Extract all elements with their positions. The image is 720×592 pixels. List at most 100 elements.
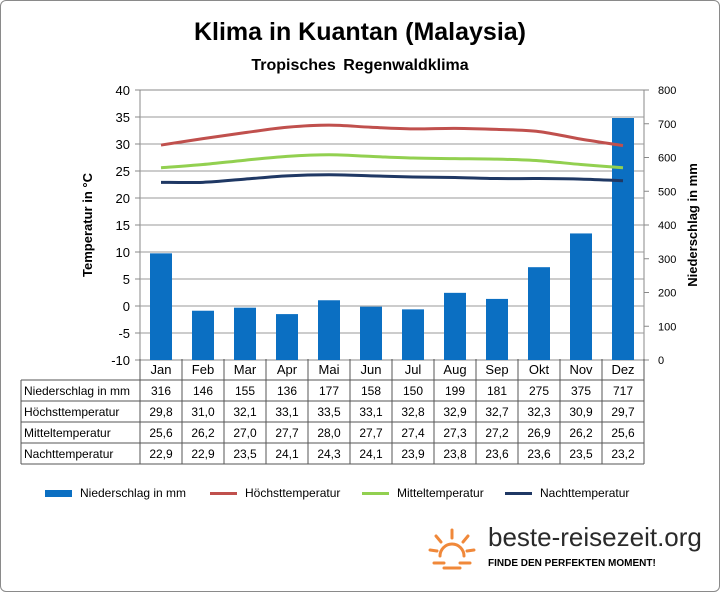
x-tick-label: Mar [234, 362, 257, 377]
y2-tick-label: 800 [658, 85, 676, 97]
data-label: 32,3 [527, 405, 551, 419]
x-tick-label: Aug [443, 362, 466, 377]
series-line [160, 123, 624, 148]
x-tick-label: Jun [361, 362, 382, 377]
data-label: 27,4 [401, 426, 425, 440]
precipitation-bar [612, 118, 634, 360]
y-tick-label: 5 [123, 272, 130, 287]
data-label: 31,0 [191, 405, 215, 419]
data-label: 22,9 [149, 447, 173, 461]
y2-axis-title: Niederschlag in mm [685, 163, 700, 287]
data-label: 25,6 [611, 426, 635, 440]
precipitation-bar [486, 298, 508, 360]
precipitation-bar [318, 300, 340, 360]
y2-tick-label: 200 [658, 288, 676, 300]
legend-item: Mitteltemperatur [362, 486, 484, 500]
precipitation-bar [360, 306, 382, 360]
data-label: 316 [151, 384, 171, 398]
data-label: 150 [403, 384, 423, 398]
brand-logo: beste-reisezeit.org FINDE DEN PERFEKTEN … [428, 520, 718, 580]
y-tick-label: 30 [116, 137, 130, 152]
data-label: 23,5 [569, 447, 593, 461]
x-tick-label: Apr [277, 362, 298, 377]
x-tick-label: Feb [192, 362, 214, 377]
y-tick-label: 0 [123, 299, 130, 314]
sun-icon [428, 528, 476, 570]
legend: Niederschlag in mm Höchsttemperatur Mittel… [0, 486, 720, 506]
data-label: 717 [613, 384, 633, 398]
precipitation-bar [570, 233, 592, 360]
precipitation-bar [276, 314, 298, 360]
precipitation-bar [234, 307, 256, 360]
x-tick-label: Okt [529, 362, 550, 377]
y-axis-title: Temperatur in °C [80, 172, 95, 277]
y2-tick-label: 600 [658, 153, 676, 165]
x-tick-label: Jan [151, 362, 172, 377]
x-tick-label: Dez [611, 362, 634, 377]
data-label: 26,2 [191, 426, 215, 440]
data-label: 27,3 [443, 426, 467, 440]
precipitation-bar [444, 292, 466, 360]
data-label: 23,6 [485, 447, 509, 461]
data-label: 32,8 [401, 405, 425, 419]
data-label: 30,9 [569, 405, 593, 419]
legend-swatch [505, 491, 532, 495]
y2-tick-label: 100 [658, 321, 676, 333]
data-label: 23,6 [527, 447, 551, 461]
precipitation-bar [402, 309, 424, 360]
climate-chart: 40 35 30 25 20 15 10 5 0 -5 -10 800 700 600 500 400 300 2… [20, 83, 700, 465]
legend-item: Höchsttemperatur [210, 486, 340, 500]
brand-tagline: FINDE DEN PERFEKTEN MOMENT! [488, 558, 656, 569]
data-label: 33,5 [317, 405, 341, 419]
data-label: 33,1 [359, 405, 383, 419]
x-tick-label: Sep [485, 362, 508, 377]
x-tick-label: Mai [319, 362, 340, 377]
data-label: 32,1 [233, 405, 257, 419]
brand-name[interactable]: beste-reisezeit.org [488, 522, 702, 552]
data-label: 27,0 [233, 426, 257, 440]
data-label: 177 [319, 384, 339, 398]
data-label: 181 [487, 384, 507, 398]
table-row-label: Höchsttemperatur [24, 405, 119, 419]
data-label: 275 [529, 384, 549, 398]
table-row-label: Nachttemperatur [24, 447, 113, 461]
x-tick-label: Nov [569, 362, 593, 377]
data-label: 199 [445, 384, 465, 398]
data-label: 158 [361, 384, 381, 398]
series-line [160, 173, 624, 185]
chart-title: Klima in Kuantan (Malaysia) [193, 18, 527, 46]
y2-tick-label: 300 [658, 254, 676, 266]
table-row-label: Mitteltemperatur [24, 426, 111, 440]
data-label: 23,5 [233, 447, 257, 461]
table-row-label: Niederschlag in mm [24, 384, 130, 398]
data-label: 155 [235, 384, 255, 398]
x-tick-label: Jul [405, 362, 422, 377]
y-tick-label: -5 [118, 326, 130, 341]
y2-tick-label: 700 [658, 119, 676, 131]
y-tick-label: 40 [116, 83, 130, 98]
data-label: 29,8 [149, 405, 173, 419]
legend-item: Niederschlag in mm [45, 486, 186, 500]
data-label: 26,9 [527, 426, 551, 440]
data-label: 146 [193, 384, 213, 398]
y-tick-label: 35 [116, 110, 130, 125]
y-tick-label: 20 [116, 191, 130, 206]
series-line [160, 153, 624, 170]
data-label: 23,9 [401, 447, 425, 461]
data-label: 27,7 [275, 426, 299, 440]
data-label: 23,8 [443, 447, 467, 461]
data-label: 375 [571, 384, 591, 398]
data-label: 27,7 [359, 426, 383, 440]
precipitation-bar [192, 310, 214, 360]
legend-swatch [362, 491, 389, 495]
data-label: 32,9 [443, 405, 467, 419]
legend-label: Niederschlag in mm [80, 486, 187, 500]
data-label: 25,6 [149, 426, 173, 440]
data-label: 26,2 [569, 426, 593, 440]
data-label: 22,9 [191, 447, 215, 461]
chart-subtitle: Tropisches Regenwaldklima [251, 57, 469, 74]
y-tick-label: 25 [116, 164, 130, 179]
precipitation-bar [528, 267, 550, 360]
y-tick-label: -10 [111, 353, 130, 368]
y-tick-label: 15 [116, 218, 130, 233]
